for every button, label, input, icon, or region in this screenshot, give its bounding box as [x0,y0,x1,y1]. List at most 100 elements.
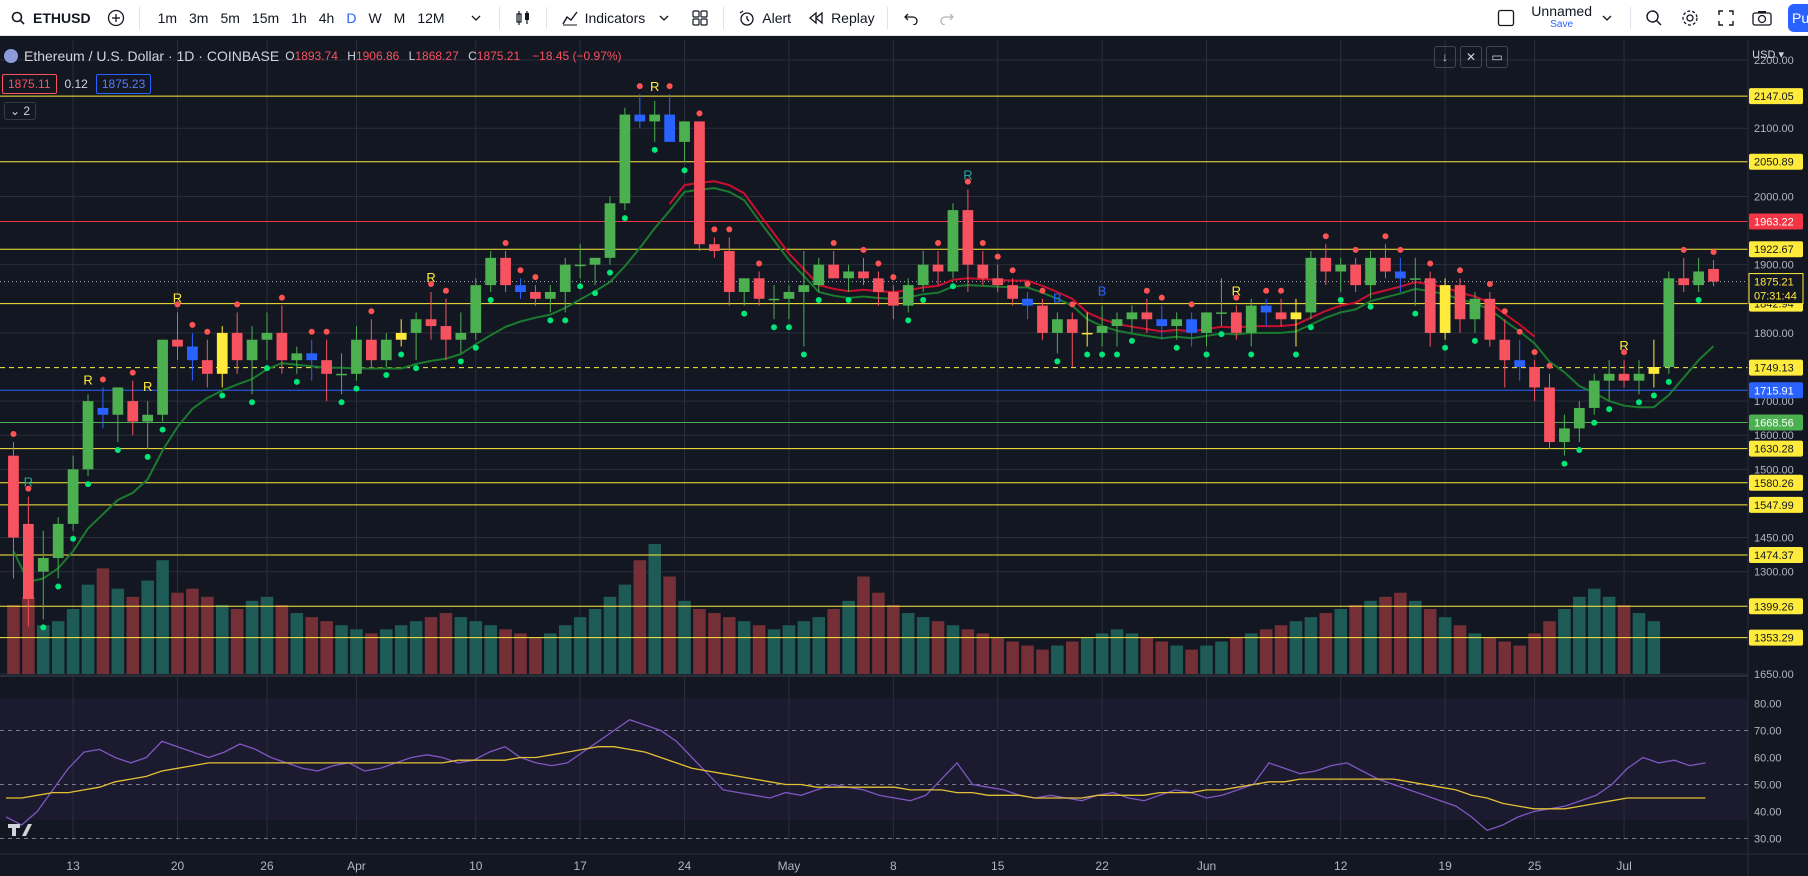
signal-dot [1307,324,1314,331]
signal-dot [1128,337,1135,344]
collapse-icon[interactable]: ✕ [1460,46,1482,68]
price-chart[interactable]: R R R R R R R B B R R 2200.00 2100.00 2000.00 1900.00 1… [0,40,1808,876]
replay-button[interactable]: Replay [798,0,882,35]
maximize-icon[interactable]: ▭ [1486,46,1508,68]
bid-price[interactable]: 1875.11 [2,74,57,94]
indicators-button[interactable]: Indicators [552,0,683,35]
last-price-box [1748,273,1804,305]
time-axis-label: 22 [1095,859,1109,873]
candle-body [1603,373,1615,381]
candle-body [1663,278,1675,367]
signal-dot [1158,294,1165,301]
signal-dot [1233,294,1240,301]
interval-1m[interactable]: 1m [157,9,178,26]
symbol-search[interactable]: ETHUSD [0,0,98,35]
candle-body [410,319,422,333]
tradingview-logo-icon [8,824,32,836]
snapshot-button[interactable] [1744,0,1780,35]
quick-search-button[interactable] [1636,0,1672,35]
candle-body [783,291,795,299]
layout-name-button[interactable]: Unnamed Save [1524,0,1625,35]
top-toolbar: ETHUSD 1m 3m 5m 15m 1h 4h D W M 12M Indicators [0,0,1808,36]
volume-bar [887,604,900,674]
candle-body [1484,298,1496,340]
interval-15m[interactable]: 15m [251,9,280,26]
signal-label: R [1619,338,1628,353]
volume-bar [215,604,229,674]
volume-bar [171,592,184,674]
chart-type-button[interactable] [505,0,541,35]
signal-dot [219,392,226,399]
interval-bar: 1m 3m 5m 15m 1h 4h D W M 12M [145,0,458,35]
level-label-box [1749,382,1803,399]
interval-5m[interactable]: 5m [220,9,240,26]
level-label: 1353.29 [1754,633,1794,645]
redo-button[interactable] [929,0,965,35]
volume-bar [1617,604,1631,674]
compare-button[interactable] [98,0,134,35]
low-label: L [408,49,416,63]
bid-ask-row: 1875.11 0.12 1875.23 [2,74,152,94]
volume-bar [380,629,393,674]
volume-bar [350,629,363,674]
candle-body [67,469,79,524]
fullscreen-button[interactable] [1708,0,1744,35]
interval-d[interactable]: D [346,9,357,26]
volume-bar [7,604,20,674]
signal-dot [1501,308,1508,315]
signal-dot [800,351,807,358]
candle-body [380,339,392,361]
chart-area[interactable]: Ethereum / U.S. Dollar · 1D · COINBASE O… [0,40,1808,876]
volume-bar [1140,637,1154,674]
volume-bar [1021,645,1034,674]
candle-body [395,332,407,340]
volume-bar [1319,613,1333,674]
spread-value: 0.12 [64,77,88,91]
settings-button[interactable] [1672,0,1708,35]
signal-dot [99,376,106,383]
layout-toggle[interactable] [1488,0,1524,35]
undo-button[interactable] [893,0,929,35]
interval-3m[interactable]: 3m [189,9,209,26]
arrow-down-icon[interactable]: ↓ [1434,46,1456,68]
interval-12m[interactable]: 12M [417,9,445,26]
candle-body [351,339,362,374]
legend-title[interactable]: Ethereum / U.S. Dollar · 1D · COINBASE [24,48,280,64]
candle-body [1559,428,1570,443]
signal-dot [189,321,196,328]
signal-dot [890,274,897,281]
ask-price[interactable]: 1875.23 [95,74,152,94]
signal-dot [592,290,599,297]
interval-dropdown[interactable] [458,0,494,35]
volume-bar [857,576,870,674]
candle-body [679,121,690,142]
volume-bar [514,633,527,674]
candle-body [1305,257,1317,313]
signal-label: R [426,270,435,285]
currency-selector[interactable]: USD ▾ [1752,48,1784,61]
signal-dot [994,253,1001,260]
candle-body [1201,312,1212,333]
interval-m[interactable]: M [393,9,406,26]
candle-body [932,264,944,272]
interval-1h[interactable]: 1h [291,9,307,26]
volume-bar [931,621,945,674]
interval-w[interactable]: W [368,9,382,26]
volume-bar [1125,633,1139,674]
price-tick-label: 1800.00 [1754,328,1794,340]
volume-bar [1453,625,1467,674]
candle-body [1096,326,1108,333]
signal-dot [1621,349,1628,356]
candle-body [515,285,526,292]
signal-dot [1114,351,1121,358]
indicators-collapse-toggle[interactable]: ⌄ 2 [4,102,37,120]
time-axis-label: 8 [890,859,897,873]
templates-button[interactable] [682,0,718,35]
signal-dot [487,296,494,303]
publish-button[interactable]: Pu [1788,4,1808,32]
candle-body [1275,312,1287,320]
interval-4h[interactable]: 4h [318,9,335,26]
alert-button[interactable]: Alert [729,0,798,35]
volume-bar [648,544,661,674]
time-axis-label: 15 [991,859,1005,873]
